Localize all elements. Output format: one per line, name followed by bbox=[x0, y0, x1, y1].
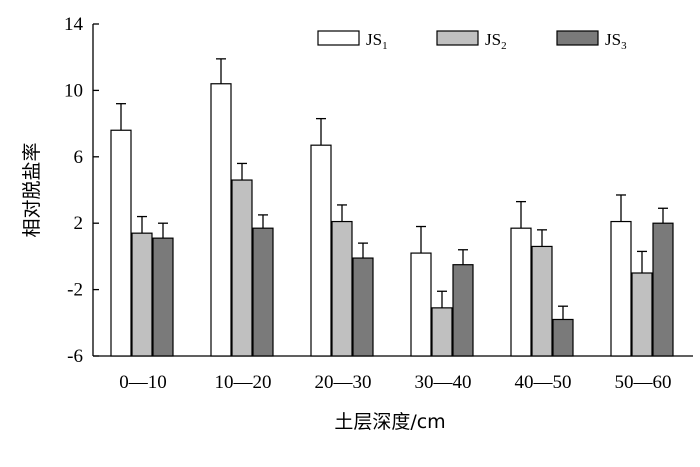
legend-label: JS1 bbox=[366, 30, 388, 52]
bar bbox=[310, 144, 332, 357]
bar bbox=[352, 257, 374, 357]
y-axis-title: 相对脱盐率 bbox=[21, 142, 43, 237]
x-tick-labels: 0—10 10—20 20—30 30—40 40—50 50—60 bbox=[119, 372, 671, 393]
bar bbox=[652, 222, 674, 357]
x-tick-label: 50—60 bbox=[615, 372, 672, 393]
bar bbox=[331, 220, 353, 357]
x-axis-title: 土层深度/cm bbox=[334, 411, 445, 433]
bar bbox=[431, 307, 453, 357]
y-tick-label: 6 bbox=[74, 147, 84, 168]
y-tick-label: -2 bbox=[67, 280, 83, 301]
x-tick-label: 30—40 bbox=[415, 372, 472, 393]
x-tick-label: 20—30 bbox=[315, 372, 372, 393]
legend-swatch bbox=[317, 30, 360, 46]
error-bars bbox=[116, 58, 668, 320]
legend: JS1 JS2 JS3 bbox=[317, 30, 627, 52]
axes bbox=[92, 23, 693, 357]
bar bbox=[510, 227, 532, 357]
bar bbox=[252, 227, 274, 357]
y-tick-label: 14 bbox=[64, 14, 84, 35]
bar bbox=[610, 220, 632, 357]
bar bbox=[552, 318, 574, 357]
x-tick-label: 40—50 bbox=[515, 372, 572, 393]
legend-label: JS3 bbox=[605, 30, 627, 52]
x-tick-label: 0—10 bbox=[119, 372, 167, 393]
x-tick-label: 10—20 bbox=[215, 372, 272, 393]
y-tick-labels: 14 10 6 2 -2 -6 bbox=[64, 14, 84, 367]
legend-swatch bbox=[436, 30, 479, 46]
bar bbox=[110, 129, 132, 357]
bar bbox=[210, 83, 232, 357]
legend-swatch bbox=[556, 30, 599, 46]
bar bbox=[452, 264, 474, 357]
bar bbox=[152, 237, 174, 357]
bar bbox=[531, 245, 553, 357]
y-tick-label: 2 bbox=[74, 213, 84, 234]
bar bbox=[131, 232, 153, 357]
bar bbox=[231, 179, 253, 357]
bar bbox=[631, 272, 653, 357]
bar bbox=[410, 252, 432, 357]
bars bbox=[110, 83, 674, 357]
y-tick-label: 10 bbox=[64, 80, 83, 101]
y-tick-label: -6 bbox=[67, 346, 83, 367]
legend-label: JS2 bbox=[485, 30, 507, 52]
